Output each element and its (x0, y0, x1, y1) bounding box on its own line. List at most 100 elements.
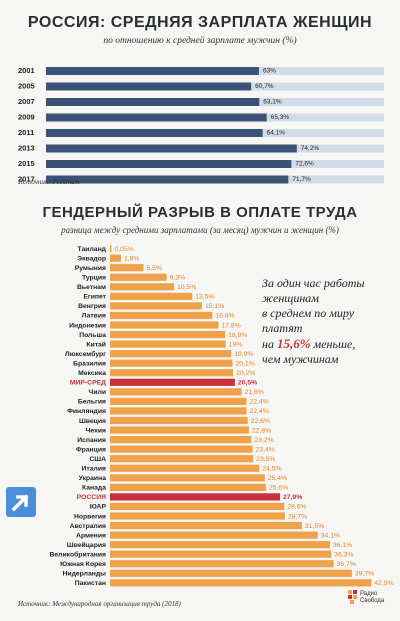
chart1-value-label: 74,2% (301, 145, 320, 152)
chart2-bar (110, 483, 266, 491)
chart2-country-label: Швеция (79, 418, 106, 425)
chart2-bar (110, 541, 330, 549)
chart2-country-label: РОССИЯ (77, 494, 106, 501)
chart2-country-label: Вьетнам (77, 284, 106, 291)
chart2-value-label: 20,5% (238, 380, 257, 387)
chart2-country-label: Бразилия (73, 360, 106, 367)
chart2-country-label: Канада (82, 485, 106, 492)
chart2-value-label: 42,9% (374, 580, 393, 587)
chart2-bar (110, 502, 285, 511)
chart2-bar (110, 416, 248, 425)
chart2-value-label: 24,5% (262, 466, 281, 473)
chart2-country-label: Румыния (75, 265, 106, 272)
annotation-text: За один час работы женщинам в среднем по… (262, 276, 382, 367)
chart2-value-label: 39,7% (355, 571, 374, 578)
chart2-country-label: Бельгия (78, 399, 106, 406)
chart2-value-label: 25,4% (268, 475, 287, 482)
chart2-value-label: 23,4% (256, 446, 275, 453)
chart2-value-label: 25,6% (269, 485, 288, 492)
chart2-value-label: 20,2% (236, 370, 255, 377)
gender-pay-gap-chart: Таиланд 0,05% Эквадор 1,8% Румыния 5,5% Турция… (49, 245, 394, 587)
chart2-country-label: Франция (76, 446, 106, 453)
chart2-value-label: 28,7% (288, 513, 307, 520)
chart2-country-label: США (89, 456, 106, 463)
chart2-country-label: Мексика (78, 370, 106, 377)
chart2-country-label: Индонезия (69, 322, 106, 329)
chart2-country-label: Чили (89, 389, 106, 396)
chart2-country-label: Турция (82, 275, 106, 282)
chart1-value-label: 65,3% (271, 114, 290, 121)
chart2-value-label: 31,5% (305, 523, 324, 530)
chart1-value-label: 64,1% (267, 130, 286, 137)
chart2-bar (110, 455, 254, 463)
chart2-country-label: Великобритания (49, 550, 106, 558)
chart1-bar (46, 98, 260, 106)
chart2-value-label: 22,8% (252, 427, 271, 434)
chart1-bar (46, 113, 267, 122)
chart2-country-label: Польша (79, 332, 106, 339)
chart2-country-label: Норвегия (74, 513, 106, 520)
chart1-bar (46, 175, 289, 184)
chart2-bar (110, 521, 302, 530)
chart2-value-label: 36,7% (337, 561, 356, 568)
annotation-line-1: За один час работы (262, 276, 365, 290)
chart2-country-label: Пакистан (75, 580, 106, 587)
chart1-year-label: 2017 (18, 174, 35, 183)
chart2-value-label: 22,4% (249, 408, 268, 415)
chart1-year-label: 2015 (18, 159, 35, 168)
chart2-bar (110, 579, 372, 587)
arrow-badge-icon[interactable] (6, 487, 36, 517)
chart2-bar (110, 283, 174, 291)
chart2-country-label: МИР-СРЕД (70, 380, 106, 387)
chart2-bar (110, 445, 253, 453)
chart1-bar (46, 129, 263, 137)
annotation-line-2: женщинам (262, 291, 319, 305)
chart2-bar (110, 397, 247, 405)
chart2-bar (110, 369, 234, 377)
chart1-title: РОССИЯ: СРЕДНЯЯ ЗАРПЛАТА ЖЕНЩИН (27, 14, 373, 31)
chart2-country-label: Украина (79, 475, 107, 482)
chart2-country-label: Австралия (70, 523, 106, 530)
chart1-value-label: 60,7% (255, 83, 274, 90)
chart2-country-label: Чехия (86, 427, 106, 434)
annotation-line-4: платят (262, 321, 303, 335)
chart2-bar (110, 378, 235, 386)
chart1-value-label: 72,6% (295, 161, 314, 168)
annotation-line-6: чем мужчинам (262, 352, 339, 366)
chart1-year-label: 2009 (18, 112, 35, 121)
chart1-value-label: 63,1% (263, 99, 282, 106)
chart2-bar (110, 311, 213, 320)
chart1-year-label: 2005 (18, 81, 35, 90)
chart2-bar (110, 302, 203, 310)
chart2-bar (110, 436, 252, 444)
chart2-bar (110, 273, 167, 281)
chart2-bar (110, 407, 247, 415)
chart2-bar (110, 493, 280, 501)
chart2-value-label: 34,1% (321, 532, 340, 539)
chart2-subtitle: разница между средними зарплатами (за ме… (61, 225, 339, 235)
chart2-value-label: 16,8% (215, 313, 234, 320)
chart2-value-label: 27,9% (283, 494, 302, 501)
chart2-value-label: 21,6% (245, 389, 264, 396)
chart2-country-label: ЮАР (90, 504, 107, 511)
chart1-subtitle: по отношению к средней зарплате мужчин (… (103, 36, 297, 46)
chart2-value-label: 36,1% (333, 542, 352, 549)
chart2-country-label: Швейцария (67, 541, 106, 549)
annotation-highlight: 15,6% (276, 336, 311, 351)
chart2-bar (110, 426, 249, 434)
chart1-bar (46, 160, 292, 168)
chart2-bar (110, 359, 233, 367)
chart2-bar (110, 550, 332, 558)
chart2-bar (110, 569, 352, 577)
chart1-year-label: 2007 (18, 97, 35, 106)
chart2-source: Источник: Международная организация труд… (18, 600, 181, 608)
chart2-value-label: 19,9% (234, 351, 253, 358)
chart2-value-label: 10,5% (177, 284, 196, 291)
chart2-bar (110, 474, 265, 482)
chart2-country-label: Испания (77, 437, 106, 444)
radio-svoboda-logo: Радио Свобода (346, 586, 396, 612)
radio-svoboda-icon (348, 590, 357, 604)
chart2-country-label: Южная Корея (60, 561, 106, 568)
chart2-bar (110, 388, 242, 396)
chart2-value-label: 23,5% (256, 456, 275, 463)
